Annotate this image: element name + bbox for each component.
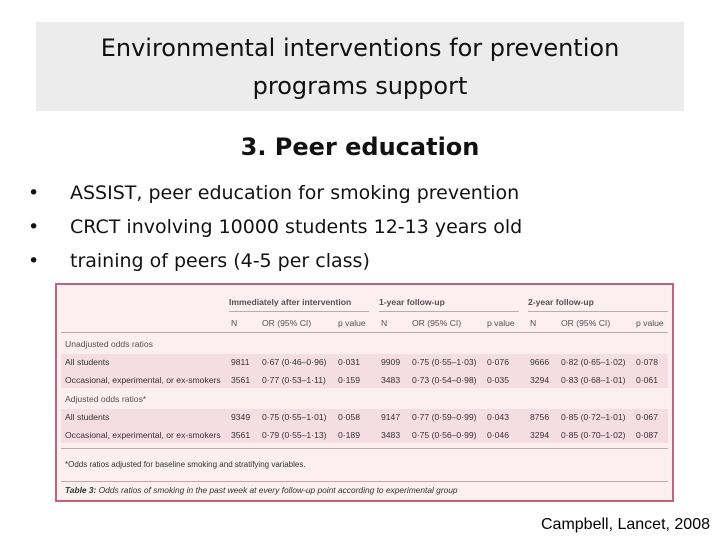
divider — [229, 311, 369, 312]
slide-title-line2: programs support — [252, 71, 468, 100]
column-header: N — [231, 318, 238, 328]
row-shade — [61, 354, 668, 388]
table-cell: 0·75 (0·56–0·99) — [412, 430, 477, 440]
table-cell: 3561 — [231, 375, 251, 385]
table-cell: 0·77 (0·53–1·11) — [262, 375, 326, 385]
table-cell: 0·73 (0·54–0·98) — [412, 375, 477, 385]
table-cell: 0·85 (0·70–1·02) — [561, 430, 626, 440]
table-cell: 0·035 — [487, 375, 509, 385]
column-header: p value — [636, 318, 664, 328]
bullet-text: CRCT involving 10000 students 12-13 year… — [70, 216, 523, 238]
column-header: p value — [338, 318, 366, 328]
citation: Campbell, Lancet, 2008 — [541, 516, 710, 533]
slide-title: Environmental interventions for preventi… — [101, 29, 620, 105]
table-cell: 8756 — [530, 412, 550, 422]
table-cell: 3483 — [381, 375, 401, 385]
column-header: N — [530, 318, 537, 328]
bullet-icon: • — [28, 216, 40, 238]
column-header: p value — [487, 318, 515, 328]
table-cell: 0·046 — [487, 430, 509, 440]
bullet-icon: • — [28, 250, 40, 272]
bullet-text: training of peers (4-5 per class) — [70, 250, 370, 272]
column-header: N — [381, 318, 388, 328]
table-cell: 3294 — [530, 430, 550, 440]
table-footnote: *Odds ratios adjusted for baseline smoki… — [65, 460, 306, 469]
table-cell: 0·067 — [636, 412, 658, 422]
row-shade — [61, 409, 668, 443]
table-cell: 0·75 (0·55–1·03) — [412, 357, 477, 367]
table-cell: 0·043 — [487, 412, 509, 422]
group-header: 1-year follow-up — [379, 297, 445, 307]
table-cell: 0·67 (0·46–0·96) — [262, 357, 327, 367]
column-header: OR (95% CI) — [561, 318, 611, 328]
table-cell: 0·82 (0·65–1·02) — [561, 357, 626, 367]
group-header: Immediately after intervention — [229, 297, 352, 307]
divider — [379, 311, 519, 312]
table-cell: 0·058 — [338, 412, 360, 422]
row-label: Occasional, experimental, or ex-smokers — [65, 375, 221, 385]
table-cell: 9909 — [381, 357, 401, 367]
row-label: All students — [65, 357, 110, 367]
table-cell: 3561 — [231, 430, 251, 440]
column-header: OR (95% CI) — [262, 318, 312, 328]
table-cell: 3294 — [530, 375, 550, 385]
group-header: 2-year follow-up — [528, 297, 594, 307]
column-header: OR (95% CI) — [412, 318, 462, 328]
table-caption: Table 3: Odds ratios of smoking in the p… — [65, 485, 458, 495]
slide-title-line1: Environmental interventions for preventi… — [100, 33, 620, 62]
table-cell: 0·75 (0·55–1·01) — [262, 412, 327, 422]
bullet-list: • ASSIST, peer education for smoking prev… — [28, 176, 522, 278]
row-label: Occasional, experimental, or ex-smokers — [65, 430, 221, 440]
section-label: Unadjusted odds ratios — [65, 339, 153, 349]
section-label: Adjusted odds ratios* — [65, 394, 147, 404]
bullet-item: • training of peers (4-5 per class) — [28, 244, 522, 278]
table-cell: 9811 — [231, 357, 250, 367]
divider — [528, 311, 668, 312]
section-heading: 3. Peer education — [240, 133, 480, 161]
table-cell: 0·85 (0·72–1·01) — [561, 412, 626, 422]
table-cell: 3483 — [381, 430, 401, 440]
table-cell: 0·159 — [338, 375, 360, 385]
divider — [61, 481, 668, 482]
table-cell: 0·77 (0·59–0·99) — [412, 412, 477, 422]
bullet-item: • CRCT involving 10000 students 12-13 yea… — [28, 210, 522, 244]
table-cell: 9349 — [231, 412, 251, 422]
bullet-item: • ASSIST, peer education for smoking prev… — [28, 176, 522, 210]
title-box: Environmental interventions for preventi… — [36, 22, 684, 111]
table-cell: 0·189 — [338, 430, 360, 440]
row-label: All students — [65, 412, 110, 422]
divider — [61, 332, 668, 333]
table-cell: 0·79 (0·55–1·13) — [262, 430, 327, 440]
table-cell: 0·83 (0·68–1·01) — [561, 375, 626, 385]
odds-ratio-table: Immediately after intervention 1-year fo… — [55, 283, 674, 502]
table-cell: 0·087 — [636, 430, 658, 440]
bullet-icon: • — [28, 182, 40, 204]
table-cell: 0·076 — [487, 357, 509, 367]
table-cell: 0·078 — [636, 357, 658, 367]
table-cell: 0·061 — [636, 375, 658, 385]
bullet-text: ASSIST, peer education for smoking preve… — [70, 182, 520, 204]
divider — [61, 448, 668, 449]
table-cell: 9147 — [381, 412, 401, 422]
table-cell: 9666 — [530, 357, 550, 367]
table-cell: 0·031 — [338, 357, 360, 367]
